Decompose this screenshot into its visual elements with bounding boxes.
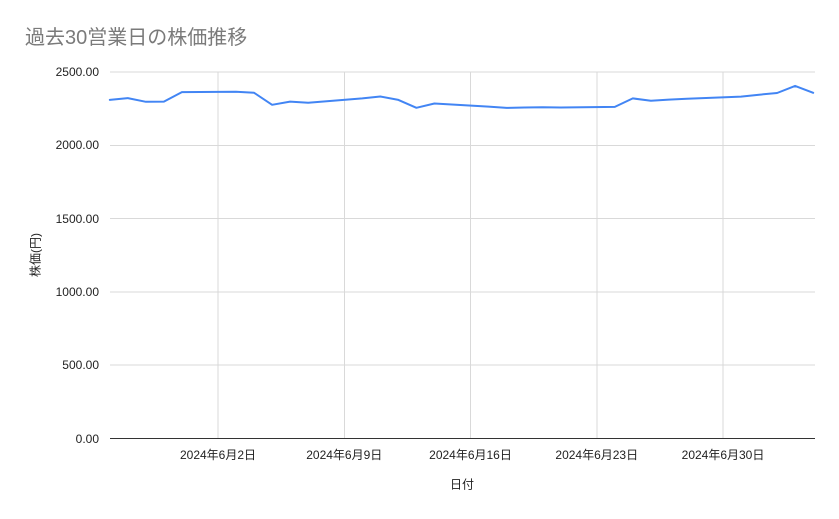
x-tick-label: 2024年6月2日 bbox=[179, 448, 257, 462]
x-tick-label: 2024年6月23日 bbox=[555, 448, 639, 462]
y-tick-label: 1000.00 bbox=[55, 284, 99, 299]
y-tick-label: 2500.00 bbox=[55, 65, 99, 79]
y-tick-label: 2000.00 bbox=[55, 138, 99, 153]
x-tick-label: 2024年6月16日 bbox=[429, 448, 512, 462]
y-axis-title: 株価(円) bbox=[28, 233, 43, 277]
y-tick-label: 0.00 bbox=[75, 431, 99, 446]
x-tick-label: 2024年6月30日 bbox=[681, 448, 765, 462]
y-tick-label: 1500.00 bbox=[55, 211, 99, 226]
x-tick-label: 2024年6月9日 bbox=[306, 448, 383, 462]
chart-title: 過去30営業日の株価推移 bbox=[25, 27, 248, 49]
y-tick-label: 500.00 bbox=[62, 358, 99, 373]
price-line-series bbox=[108, 84, 815, 109]
x-axis-title: 日付 bbox=[449, 477, 475, 492]
